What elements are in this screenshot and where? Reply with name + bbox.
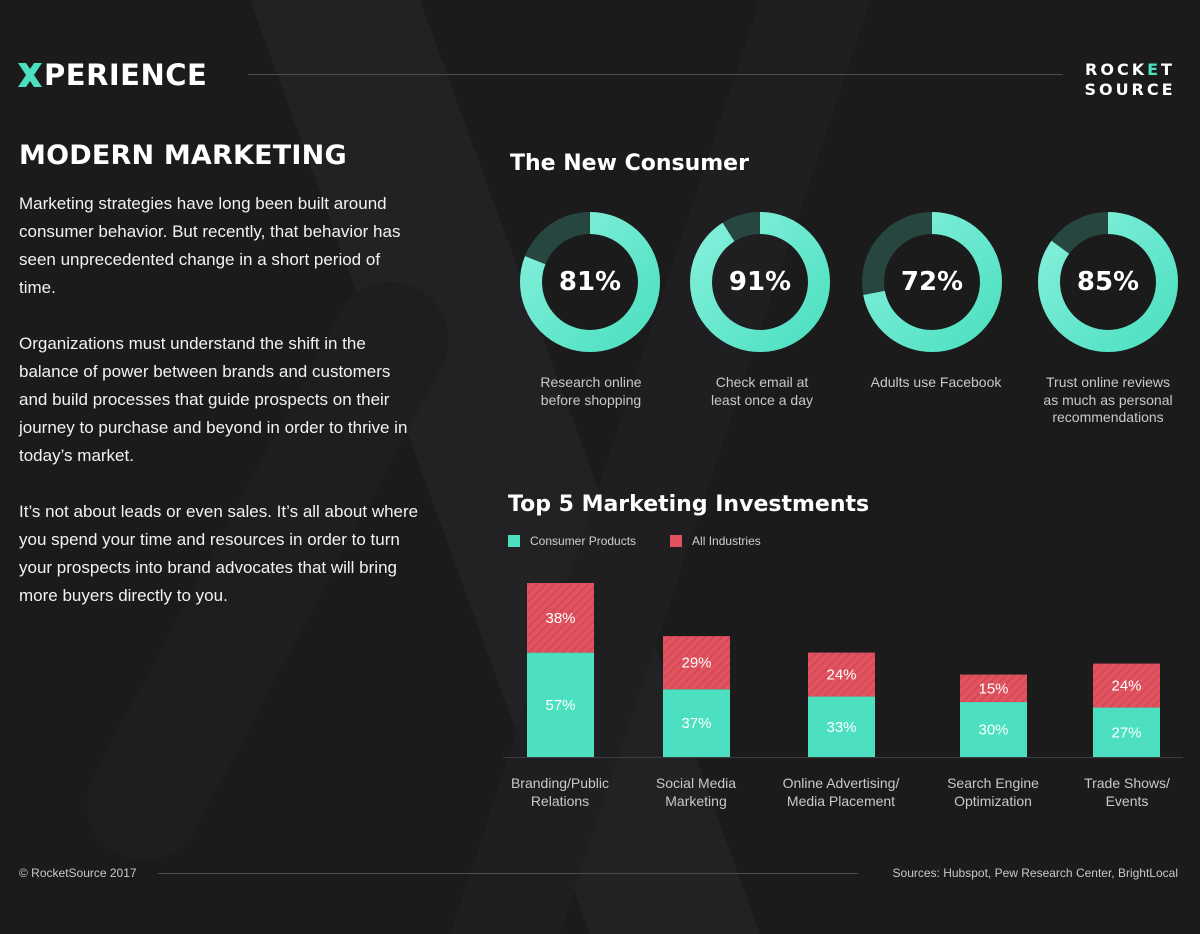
header-divider xyxy=(248,74,1063,75)
category-label-line: Relations xyxy=(530,792,590,809)
bar-value-label: 24% xyxy=(826,667,856,684)
donut-value: 91% xyxy=(728,267,792,297)
legend-label: Consumer Products xyxy=(530,534,637,548)
donut-label-line: Adults use Facebook xyxy=(870,374,1002,390)
donut-value: 85% xyxy=(1076,267,1140,297)
bar-value-label: 24% xyxy=(1111,678,1141,695)
donut-arc xyxy=(862,212,1002,352)
category-label: Social Media Marketing xyxy=(626,775,766,810)
intro-paragraph-3: It’s not about leads or even sales. It’s… xyxy=(19,502,419,605)
bar-value-label: 37% xyxy=(681,715,711,732)
bar-value-label: 27% xyxy=(1111,724,1141,741)
bar-value-label: 15% xyxy=(978,680,1008,697)
brand-top-b: T xyxy=(1161,60,1175,79)
bar-value-label: 29% xyxy=(681,655,711,672)
category-label: Branding/Public Relations xyxy=(490,775,630,810)
bar-value-label: 57% xyxy=(545,697,575,714)
bar-consumer-products xyxy=(663,689,730,757)
donut-label-line: before shopping xyxy=(540,391,642,408)
donut-arc xyxy=(520,212,660,352)
bar-consumer-products xyxy=(960,702,1027,757)
intro-body: Marketing strategies have long been buil… xyxy=(19,190,419,638)
donut-label-line: as much as personal xyxy=(1043,391,1173,408)
brand-top-a: ROCK xyxy=(1085,60,1148,79)
intro-paragraph-1: Marketing strategies have long been buil… xyxy=(19,194,401,297)
copyright: © RocketSource 2017 xyxy=(19,866,137,880)
brand-top-accent: E xyxy=(1147,60,1162,79)
legend-swatch-red xyxy=(670,535,683,547)
bar-consumer-products xyxy=(1093,707,1160,757)
donut-value: 72% xyxy=(900,267,964,297)
donut-2: 91% xyxy=(688,210,832,354)
rocketsource-logo: ROCKET SOURCE xyxy=(1078,60,1182,100)
logo-text: PERIENCE xyxy=(44,58,208,92)
category-label-line: Social Media xyxy=(655,775,737,791)
legend-item-all-industries: All Industries xyxy=(670,534,761,548)
donut-4: 85% xyxy=(1036,210,1180,354)
donut-label: Trust online reviews as much as personal r… xyxy=(1021,374,1195,427)
legend-swatch-teal xyxy=(508,535,520,547)
bar-all-industries xyxy=(527,583,594,653)
category-label-line: Events xyxy=(1105,792,1149,809)
donut-label-line: least once a day xyxy=(711,391,813,408)
donut-value: 81% xyxy=(558,267,622,297)
bar-all-industries xyxy=(1093,663,1160,708)
bar-value-label: 38% xyxy=(545,610,575,627)
donut-label-line: Trust online reviews xyxy=(1046,374,1170,390)
bar-consumer-products xyxy=(808,696,875,757)
category-label-line: Optimization xyxy=(954,792,1032,809)
category-label-line: Media Placement xyxy=(786,792,896,809)
bar-all-industries xyxy=(808,652,875,697)
category-label-line: Trade Shows/ xyxy=(1084,775,1170,791)
section-title: MODERN MARKETING xyxy=(19,140,347,171)
category-label: Online Advertising/Media Placement xyxy=(771,775,911,810)
xperience-logo: PERIENCE xyxy=(18,58,207,92)
donut-ring xyxy=(1038,212,1178,352)
category-label: Trade Shows/Events xyxy=(1057,775,1197,810)
donut-arc xyxy=(690,212,830,352)
donut-ring xyxy=(520,212,660,352)
category-label: Search Engine Optimization xyxy=(923,775,1063,810)
donut-label: Research online before shopping xyxy=(504,374,678,409)
category-label-line: Marketing xyxy=(665,792,727,809)
category-label-line: Branding/Public xyxy=(510,775,610,791)
bar-all-industries xyxy=(960,674,1027,703)
brand-bottom-line: SOURCE xyxy=(1084,80,1176,99)
x-logo-icon xyxy=(18,63,42,87)
donut-label-line: Check email at xyxy=(715,374,809,390)
footer-divider xyxy=(158,873,858,874)
donut-ring xyxy=(690,212,830,352)
bar-value-label: 33% xyxy=(826,719,856,736)
donut-label: Check email at least once a day xyxy=(675,374,849,409)
donut-label-line: Research online xyxy=(540,374,642,390)
legend-item-consumer-products: Consumer Products xyxy=(508,534,636,548)
sources: Sources: Hubspot, Pew Research Center, B… xyxy=(892,866,1178,880)
legend-label: All Industries xyxy=(692,534,761,548)
bar-consumer-products xyxy=(527,652,594,757)
category-label-line: Search Engine xyxy=(947,775,1039,791)
bar-baseline xyxy=(503,757,1183,758)
donut-3: 72% xyxy=(860,210,1004,354)
bar-legend: Consumer Products All Industries xyxy=(508,534,795,548)
donut-1: 81% xyxy=(518,210,662,354)
category-label-line: Online Advertising/ xyxy=(782,775,900,791)
donut-arc xyxy=(1038,212,1178,352)
bar-all-industries xyxy=(663,636,730,690)
donut-label-line: recommendations xyxy=(1052,409,1164,425)
donut-label: Adults use Facebook xyxy=(849,374,1023,392)
new-consumer-title: The New Consumer xyxy=(510,151,749,176)
bar-value-label: 30% xyxy=(978,722,1008,739)
intro-paragraph-2: Organizations must understand the shift … xyxy=(19,334,408,465)
investments-title: Top 5 Marketing Investments xyxy=(508,492,870,517)
donut-ring xyxy=(862,212,1002,352)
brand-top-line: ROCKET xyxy=(1078,60,1182,80)
